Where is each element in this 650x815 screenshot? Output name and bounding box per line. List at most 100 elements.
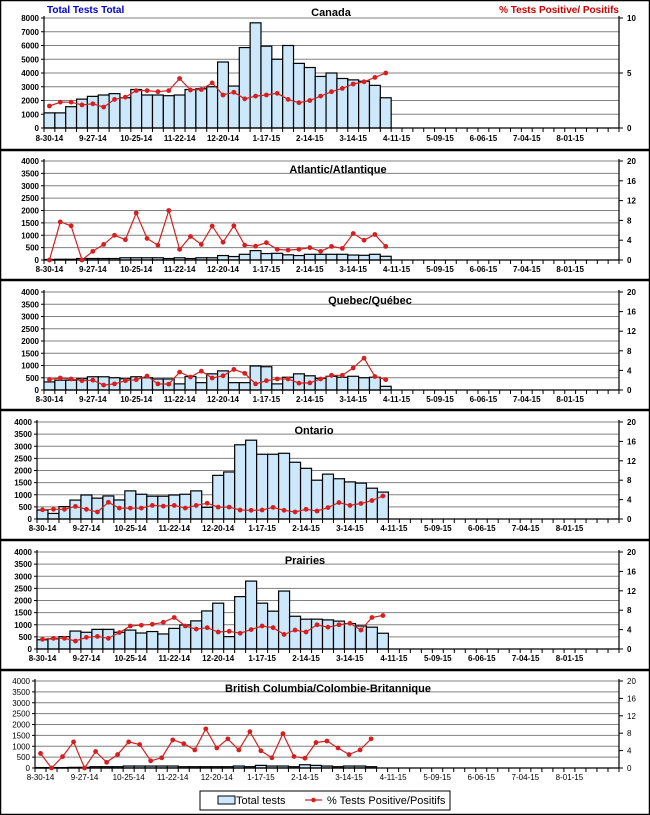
bar-total-tests bbox=[271, 383, 284, 391]
point-percent-positive bbox=[209, 223, 215, 229]
left-tick-label: 0 bbox=[28, 515, 33, 524]
point-percent-positive bbox=[215, 504, 221, 510]
left-tick-label: 500 bbox=[26, 374, 40, 383]
bar-total-tests bbox=[223, 471, 236, 520]
point-percent-positive bbox=[57, 375, 63, 381]
bar-total-tests bbox=[365, 626, 379, 650]
bar-total-tests bbox=[80, 631, 93, 650]
point-percent-positive bbox=[177, 76, 183, 81]
point-percent-positive bbox=[347, 503, 353, 508]
x-tick-label: 2-14-15 bbox=[291, 773, 319, 782]
bar-total-tests bbox=[238, 382, 251, 391]
right-tick-label: 8 bbox=[627, 476, 632, 485]
point-percent-positive bbox=[188, 234, 193, 239]
point-percent-positive bbox=[347, 620, 353, 626]
left-tick-label: 1000 bbox=[12, 742, 30, 751]
x-tick-label: 7-04-15 bbox=[512, 773, 540, 782]
legend: Total tests % Tests Positive/Positifs bbox=[199, 790, 451, 811]
right-tick-label: 16 bbox=[627, 567, 636, 576]
point-percent-positive bbox=[49, 765, 54, 771]
point-percent-positive bbox=[84, 506, 89, 512]
bar-total-tests bbox=[238, 253, 251, 261]
x-tick-label: 8-01-15 bbox=[556, 134, 584, 143]
point-percent-positive bbox=[253, 243, 258, 249]
point-percent-positive bbox=[296, 380, 302, 386]
point-percent-positive bbox=[203, 726, 209, 732]
point-percent-positive bbox=[144, 236, 150, 241]
bar-total-tests bbox=[365, 487, 379, 520]
bar-total-tests bbox=[212, 474, 225, 520]
x-tick-label: 6-06-15 bbox=[468, 524, 496, 533]
point-percent-positive bbox=[71, 739, 76, 745]
point-percent-positive bbox=[57, 219, 63, 225]
right-tick-label: 0 bbox=[627, 386, 632, 395]
point-percent-positive bbox=[339, 245, 345, 251]
right-tick-label: 10 bbox=[627, 14, 636, 23]
left-tick-label: 3500 bbox=[21, 169, 39, 178]
bar-total-tests bbox=[69, 499, 82, 520]
point-percent-positive bbox=[198, 87, 204, 92]
point-percent-positive bbox=[138, 622, 144, 628]
left-tick-label: 3500 bbox=[21, 300, 39, 309]
left-tick-label: 6000 bbox=[21, 42, 39, 51]
point-percent-positive bbox=[296, 100, 302, 106]
x-tick-label: 9-27-14 bbox=[79, 265, 107, 274]
point-percent-positive bbox=[198, 368, 204, 374]
point-percent-positive bbox=[248, 627, 254, 632]
point-percent-positive bbox=[231, 223, 237, 229]
bar-total-tests bbox=[43, 381, 56, 391]
point-percent-positive bbox=[368, 736, 374, 742]
point-percent-positive bbox=[350, 231, 356, 236]
left-tick-label: 500 bbox=[17, 753, 31, 762]
bar-total-tests bbox=[184, 88, 197, 129]
right-tick-label: 16 bbox=[627, 694, 636, 703]
panel-title: Ontario bbox=[294, 425, 333, 437]
point-percent-positive bbox=[358, 501, 364, 506]
x-tick-label: 8-01-15 bbox=[556, 395, 584, 404]
point-percent-positive bbox=[47, 257, 52, 263]
x-tick-label: 11-22-14 bbox=[158, 654, 190, 663]
point-percent-positive bbox=[149, 503, 155, 508]
point-percent-positive bbox=[51, 635, 56, 641]
point-percent-positive bbox=[336, 500, 342, 505]
x-tick-label: 12-20-14 bbox=[207, 134, 240, 143]
point-percent-positive bbox=[220, 373, 226, 379]
right-tick-label: 4 bbox=[627, 496, 632, 505]
bar-total-tests bbox=[314, 253, 327, 261]
point-percent-positive bbox=[73, 638, 78, 644]
panel-2: 0 500 1000 1500 2000 2500 3000 3500 4000 0 4 8 12 16 2… bbox=[0, 279, 650, 411]
point-percent-positive bbox=[105, 499, 111, 505]
point-percent-positive bbox=[281, 507, 287, 513]
bar-total-tests bbox=[54, 112, 67, 129]
x-tick-label: 8-30-14 bbox=[27, 773, 55, 782]
bar-total-tests bbox=[43, 112, 56, 129]
point-percent-positive bbox=[237, 630, 243, 636]
bar-total-tests bbox=[321, 619, 335, 650]
bar-total-tests bbox=[135, 632, 148, 650]
point-percent-positive bbox=[209, 80, 215, 86]
bar-total-tests bbox=[303, 66, 316, 129]
x-tick-label: 5-09-15 bbox=[426, 134, 454, 143]
point-percent-positive bbox=[314, 508, 320, 514]
right-tick-label: 0 bbox=[627, 124, 632, 133]
right-tick-label: 4 bbox=[627, 366, 632, 375]
bar-total-tests bbox=[336, 77, 349, 129]
x-tick-label: 7-04-15 bbox=[513, 134, 541, 143]
x-tick-label: 9-27-14 bbox=[79, 395, 107, 404]
point-percent-positive bbox=[220, 92, 226, 98]
x-tick-label: 11-22-14 bbox=[164, 265, 196, 274]
x-tick-label: 3-14-15 bbox=[336, 524, 364, 533]
bar-total-tests bbox=[347, 375, 360, 391]
point-percent-positive bbox=[307, 245, 313, 251]
right-tick-label: 4 bbox=[627, 236, 632, 245]
left-tick-label: 1000 bbox=[21, 362, 39, 371]
panel-1: 0 500 1000 1500 2000 2500 3000 3500 4000 0 4 8 12 16 2… bbox=[0, 149, 650, 281]
point-percent-positive bbox=[62, 635, 67, 641]
right-tick-label: 0 bbox=[627, 256, 632, 265]
x-tick-label: 6-06-15 bbox=[470, 395, 498, 404]
point-percent-positive bbox=[182, 623, 188, 629]
x-tick-label: 5-09-15 bbox=[426, 395, 454, 404]
left-tick-label: 4000 bbox=[21, 69, 39, 78]
point-percent-positive bbox=[47, 377, 52, 382]
point-percent-positive bbox=[159, 755, 165, 761]
